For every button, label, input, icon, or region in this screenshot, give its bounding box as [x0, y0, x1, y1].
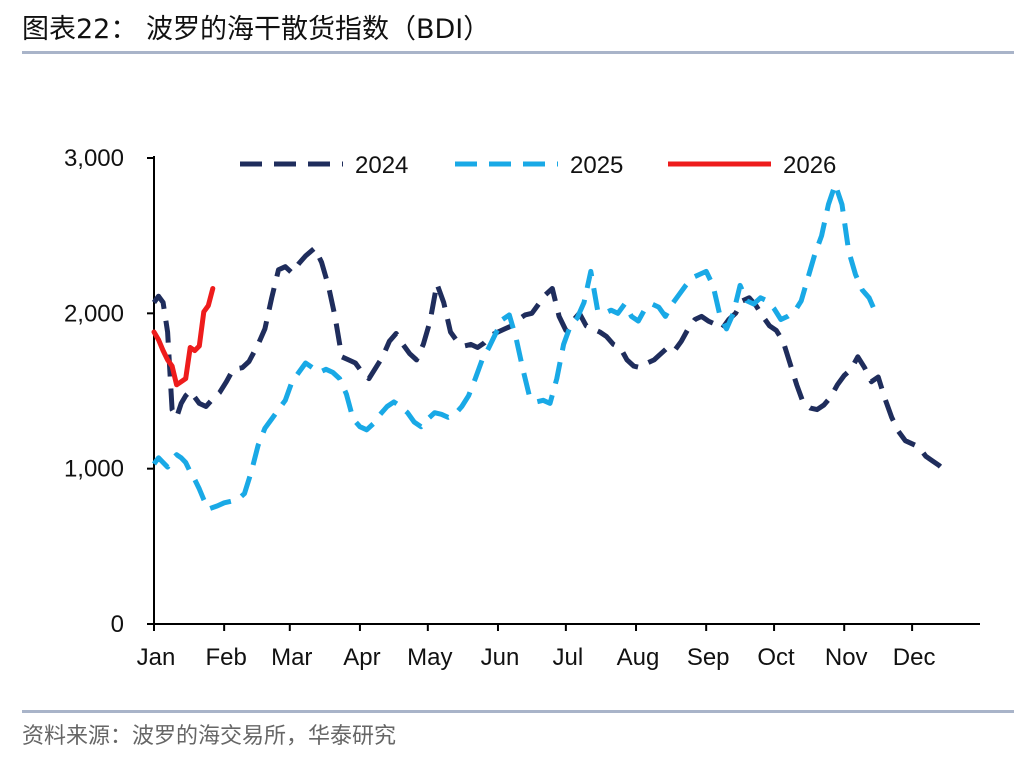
x-tick-label: Feb — [205, 644, 246, 671]
x-tick-label: Jul — [553, 644, 584, 671]
x-tick-label: Apr — [343, 644, 380, 671]
series-line-2026 — [151, 286, 216, 388]
x-tick-label: Jan — [137, 644, 176, 671]
source-note: 资料来源：波罗的海交易所，华泰研究 — [22, 724, 397, 749]
legend-label-2025: 2025 — [570, 152, 623, 179]
header-rule — [22, 51, 1014, 54]
series-line-2024 — [151, 245, 948, 474]
x-tick-label: Dec — [893, 644, 936, 671]
legend-label-2024: 2024 — [355, 152, 408, 179]
x-tick-label: Sep — [687, 644, 730, 671]
y-tick-label: 0 — [111, 611, 124, 638]
footer-rule — [22, 710, 1014, 713]
y-tick-label: 1,000 — [64, 456, 124, 483]
y-tick-label: 3,000 — [64, 145, 124, 172]
figure-header: 图表22： 波罗的海干散货指数（BDI） — [22, 10, 1014, 50]
x-tick-label: Mar — [271, 644, 312, 671]
y-tick-label: 2,000 — [64, 300, 124, 327]
series-line-2025 — [151, 181, 879, 512]
x-tick-label: Nov — [825, 644, 868, 671]
x-tick-label: May — [407, 644, 452, 671]
x-tick-label: Aug — [617, 644, 660, 671]
x-tick-label: Oct — [757, 644, 795, 671]
plot-area: 0 1,000 2,000 3,000 Jan Feb Mar Apr May Jun Jul Aug… — [64, 145, 980, 671]
x-tick-label: Jun — [481, 644, 520, 671]
legend-label-2026: 2026 — [783, 152, 836, 179]
figure-title: 图表22： 波罗的海干散货指数（BDI） — [22, 14, 491, 45]
